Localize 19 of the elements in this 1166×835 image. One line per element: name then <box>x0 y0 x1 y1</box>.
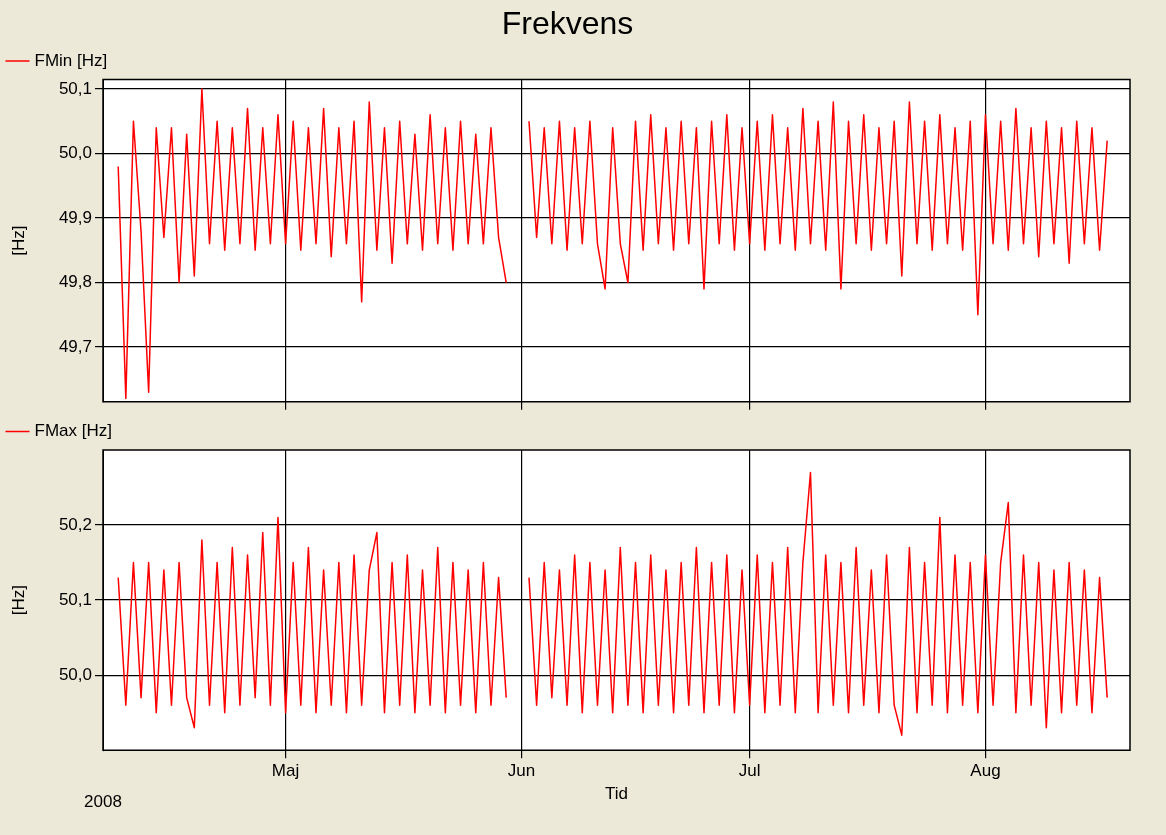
y-tick-label: 50,0 <box>58 143 92 163</box>
x-tick-label: Jul <box>738 761 761 781</box>
text: 2008 <box>84 792 122 812</box>
x-tick-label: Jun <box>507 761 536 781</box>
x-axis-title: Tid <box>605 784 628 804</box>
y-tick-label: 49,9 <box>58 207 92 227</box>
y-tick-label: 50,0 <box>58 664 92 684</box>
chart-title: Frekvens <box>501 5 634 42</box>
x-tick-label: Maj <box>271 761 300 781</box>
y-tick-label: 50,2 <box>58 514 92 534</box>
y-tick-label: 50,1 <box>58 78 92 98</box>
y-axis-title: [Hz] <box>8 584 28 616</box>
legend-label: FMax [Hz] <box>34 421 112 441</box>
y-tick-label: 49,7 <box>58 336 92 356</box>
x-tick-label: Aug <box>970 761 1001 781</box>
legend-label: FMin [Hz] <box>34 50 108 70</box>
y-axis-title: [Hz] <box>8 225 28 256</box>
y-tick-label: 50,1 <box>58 589 92 609</box>
y-tick-label: 49,8 <box>58 272 92 292</box>
